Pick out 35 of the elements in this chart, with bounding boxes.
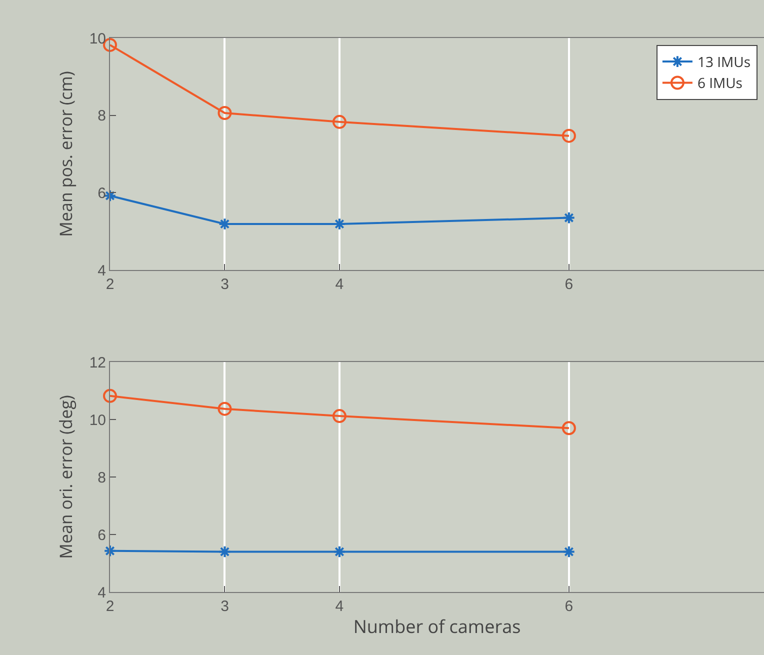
x-tick-label: 2 [106,276,114,293]
x-tick-label: 4 [335,276,344,293]
y-tick-label: 10 [89,412,106,429]
x-tick-label: 3 [220,276,229,293]
y-tick-label: 4 [98,584,106,602]
legend-label: 6 IMUs [697,74,743,94]
point [104,544,116,558]
point [562,545,576,558]
x-tick-label: 4 [335,598,344,615]
point [332,409,346,424]
y-tick-label: 10 [89,30,106,48]
y-tick-label: 8 [98,469,106,486]
y-tick-label: 4 [98,262,106,280]
point [332,114,346,129]
x-tick-label: 6 [564,276,574,293]
y-tick-label: 6 [98,184,106,202]
y-tick-label: 12 [89,354,106,372]
y-tick-label: 8 [98,108,106,125]
point [562,421,576,436]
point [218,106,232,120]
legend-label: 13 IMUs [697,53,751,72]
x-tick-label: 6 [564,598,574,615]
point [333,545,346,558]
y-axis-title: Mean ori. error (deg) [54,395,77,559]
point [562,211,576,224]
point [562,128,576,143]
y-axis-title: Mean pos. error (cm) [54,71,77,237]
point [103,388,117,403]
y-tick-label: 6 [98,526,106,544]
x-tick-label: 3 [220,598,229,615]
x-axis-title: Number of cameras [353,615,521,640]
point [218,545,232,558]
point [218,402,232,416]
point [218,218,232,230]
x-tick-label: 2 [106,598,114,615]
